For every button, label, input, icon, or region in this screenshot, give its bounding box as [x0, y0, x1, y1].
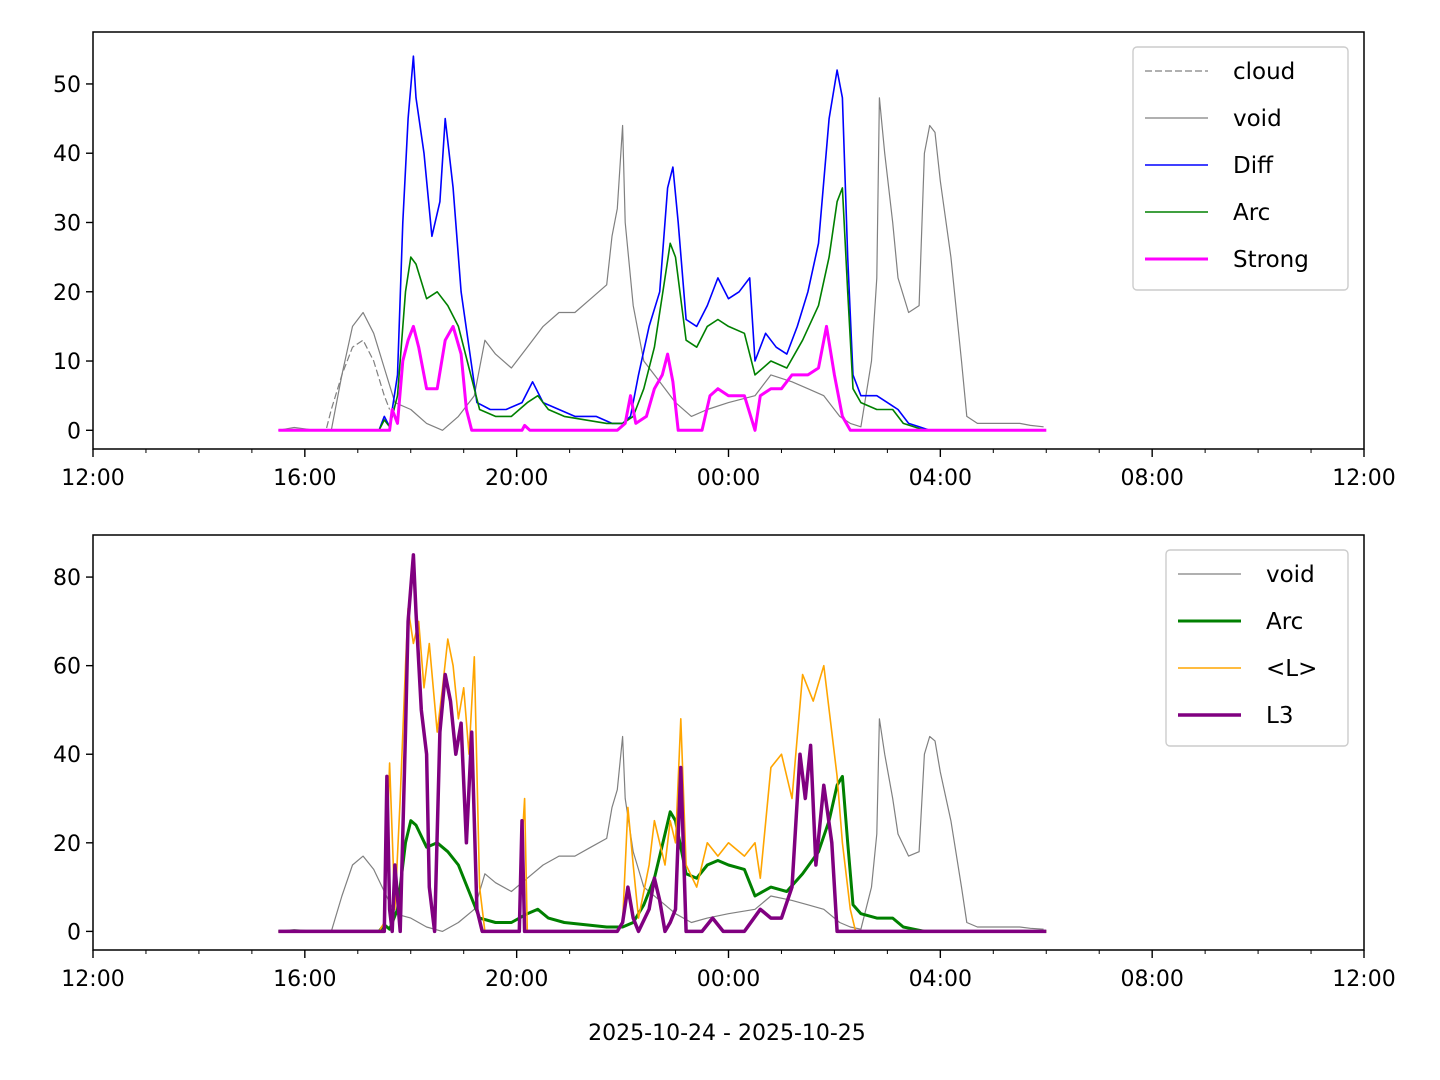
legend-label: void: [1233, 106, 1282, 132]
series-line-diff: [378, 55, 930, 432]
legend-label: L3: [1266, 703, 1293, 729]
legend-label: Strong: [1233, 247, 1309, 273]
y-tick-label: 80: [53, 566, 81, 591]
x-tick-label: 16:00: [273, 967, 336, 992]
y-tick-label: 0: [67, 920, 81, 945]
y-tick-label: 0: [67, 419, 81, 444]
x-tick-label: 12:00: [1332, 466, 1395, 491]
legend-label: Arc: [1233, 200, 1270, 226]
x-tick-label: 20:00: [485, 466, 548, 491]
y-tick-label: 30: [53, 211, 81, 236]
x-tick-label: 04:00: [909, 466, 972, 491]
y-tick-label: 20: [53, 281, 81, 306]
series-line-lmean-l: [278, 607, 1047, 933]
y-tick-label: 20: [53, 832, 81, 857]
y-tick-label: 40: [53, 142, 81, 167]
chart-bottom: 0 20 40 60 80 12:00 16:00 20:00 00:00 04:00 08:00 1…: [53, 534, 1396, 992]
x-tick-label: 08:00: [1120, 466, 1183, 491]
axes-frame: [92, 31, 1365, 450]
series-line-strong: [278, 324, 1047, 432]
y-tick-label: 50: [53, 73, 81, 98]
series-line-void: [278, 97, 1044, 431]
x-tick-label: 00:00: [697, 466, 760, 491]
x-tick-label: 04:00: [909, 967, 972, 992]
x-tick-label: 16:00: [273, 466, 336, 491]
legend-label: <L>: [1266, 656, 1317, 682]
x-tick-label: 12:00: [61, 967, 124, 992]
legend-label: Diff: [1233, 153, 1274, 179]
x-tick-label: 08:00: [1120, 967, 1183, 992]
x-tick-label: 20:00: [485, 967, 548, 992]
series-line-l3: [278, 553, 1047, 934]
x-axis-label: 2025-10-24 - 2025-10-25: [588, 1021, 866, 1046]
series-line-void: [278, 718, 1044, 932]
y-tick-label: 40: [53, 743, 81, 768]
y-tick-label: 60: [53, 655, 81, 680]
legend-box: [1165, 549, 1349, 747]
legend: void Arc <L> L3: [1165, 549, 1349, 747]
legend-label: cloud: [1233, 59, 1295, 85]
series-line-arc: [278, 774, 1047, 933]
axes-frame: [92, 534, 1365, 951]
x-tick-label: 12:00: [61, 466, 124, 491]
legend-label: void: [1266, 562, 1315, 588]
plot-area: [93, 535, 1364, 950]
series-line-arc: [378, 187, 925, 432]
x-tick-label: 12:00: [1332, 967, 1395, 992]
legend-box: [1132, 46, 1349, 291]
y-tick-label: 10: [53, 350, 81, 375]
chart-top: 0 10 20 30 40 50 12:00 16:00 20:00 00:00 04:00 08:0…: [53, 31, 1396, 491]
x-tick-label: 00:00: [697, 967, 760, 992]
series-group: [278, 55, 1047, 432]
legend-label: Arc: [1266, 609, 1303, 635]
legend: cloud void Diff Arc Strong: [1132, 46, 1349, 291]
series-group: [278, 553, 1047, 934]
